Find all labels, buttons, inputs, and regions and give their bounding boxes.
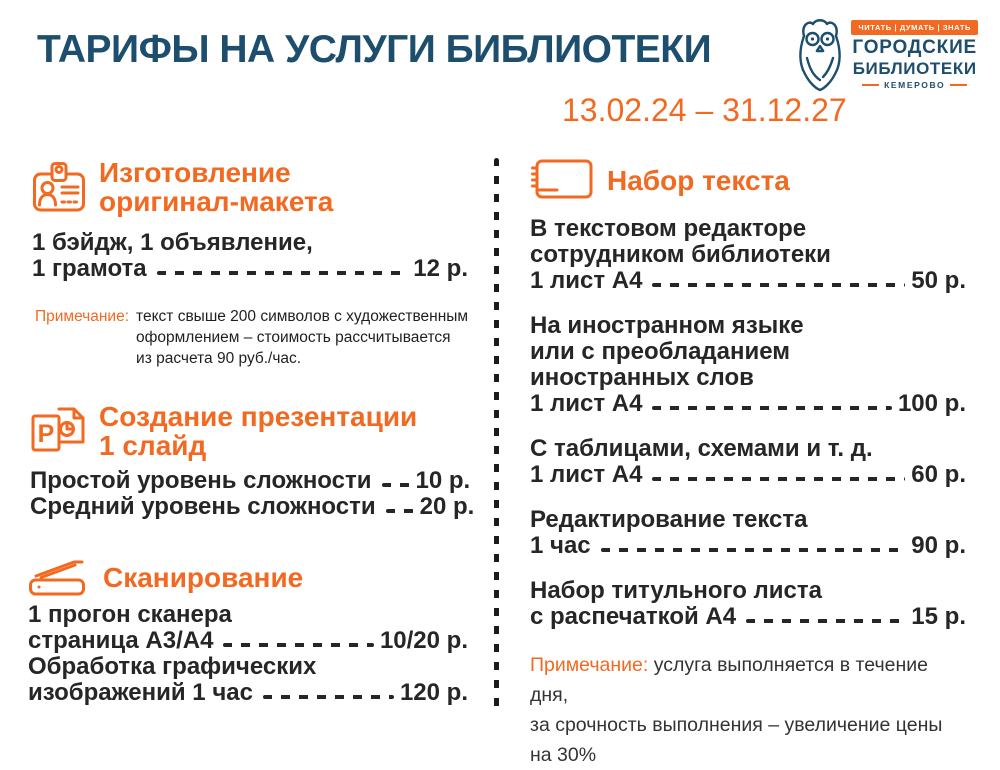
note-label: Примечание: (35, 308, 130, 325)
item-label: 1 час (530, 532, 591, 559)
section-header: P Создание презентации 1 слайд (30, 402, 468, 460)
section-title: Набор текста (607, 164, 790, 196)
logo-city: КЕМЕРОВО (862, 80, 968, 90)
price-item: Редактирование текста 1 час 90 р. (530, 507, 966, 559)
scanner-icon (28, 556, 90, 598)
item-label: 1 прогон сканера (28, 601, 232, 628)
dotted-leader (652, 406, 892, 410)
item-label: с распечаткой А4 (530, 603, 737, 630)
item-price: 90 р. (911, 532, 966, 559)
dotted-leader (223, 643, 374, 647)
page-title: ТАРИФЫ НА УСЛУГИ БИБЛИОТЕКИ (37, 28, 712, 71)
logo-city-label: КЕМЕРОВО (884, 80, 946, 90)
section-title: Изготовление оригинал-макета (99, 157, 334, 217)
section-title: Создание презентации 1 слайд (99, 401, 418, 461)
note-typing: Примечание: услуга выполняется в течение… (530, 650, 966, 770)
dotted-leader (746, 619, 906, 623)
section-header: Сканирование (28, 556, 468, 598)
item-price: 15 р. (911, 603, 966, 630)
dotted-leader (381, 483, 410, 487)
dotted-leader (600, 548, 906, 552)
note-label: Примечание: (530, 654, 649, 676)
section-layout-making: Изготовление оригинал-макета 1 бэйдж, 1 … (32, 158, 468, 282)
item-label: страница А3/А4 (28, 627, 214, 654)
item-label: 1 бэйдж, 1 объявление, (32, 229, 313, 256)
item-price: 100 р. (897, 390, 966, 417)
item-label: Простой уровень сложности (30, 467, 372, 494)
section-scanning: Сканирование 1 прогон сканера страница А… (28, 556, 468, 706)
logo-dash-right (950, 84, 968, 86)
price-item: В текстовом редакторе сотрудником библио… (530, 216, 966, 294)
item-price: 50 р. (911, 267, 966, 294)
note-text: услуга выполняется в течение дня, (530, 654, 928, 706)
section-title: Сканирование (103, 561, 304, 593)
note-text: текст свыше 200 символов с художественны… (136, 308, 469, 367)
item-label: Средний уровень сложности (30, 493, 376, 520)
item-label: В текстовом редакторе (530, 215, 807, 242)
item-label: иностранных слов (530, 364, 754, 391)
note-text: за срочность выполнения – увеличение цен… (530, 714, 943, 766)
section-header: Изготовление оригинал-макета (32, 158, 468, 216)
item-price: 60 р. (911, 461, 966, 488)
price-item: Обработка графических изображений 1 час … (28, 654, 468, 706)
dotted-leader (652, 283, 906, 287)
item-label: Обработка графических (28, 653, 317, 680)
price-item: С таблицами, схемами и т. д. 1 лист А4 6… (530, 436, 966, 488)
price-item: Набор титульного листа с распечаткой А4 … (530, 578, 966, 630)
section-header: Набор текста (530, 158, 966, 202)
dotted-leader (385, 509, 414, 513)
price-item: 1 прогон сканера страница А3/А4 10/20 р. (28, 602, 468, 654)
presentation-icon: P (30, 404, 86, 458)
item-price: 20 р. (419, 493, 475, 520)
price-item: На иностранном языке или с преобладанием… (530, 313, 966, 417)
library-logo: ЧИТАТЬ | ДУМАТЬ | ЗНАТЬ ГОРОДСКИЕ БИБЛИО… (796, 16, 978, 94)
item-label: Редактирование текста (530, 506, 808, 533)
logo-dash-left (862, 84, 880, 86)
item-label: 1 лист А4 (530, 461, 643, 488)
item-label: С таблицами, схемами и т. д. (530, 435, 873, 462)
validity-date-range: 13.02.24 – 31.12.27 (562, 92, 847, 128)
column-divider (494, 158, 499, 711)
item-label: изображений 1 час (28, 679, 253, 706)
id-badge-icon (32, 161, 86, 213)
logo-tagline: ЧИТАТЬ | ДУМАТЬ | ЗНАТЬ (851, 20, 978, 35)
item-label: 1 лист А4 (530, 390, 643, 417)
item-label: 1 грамота (32, 255, 147, 282)
svg-text:P: P (38, 420, 55, 448)
logo-name-line2: БИБЛИОТЕКИ (852, 59, 977, 78)
dotted-leader (652, 477, 906, 481)
owl-logo-icon (796, 16, 844, 94)
notepad-icon (530, 158, 594, 202)
dotted-leader (156, 271, 408, 275)
item-price: 10/20 р. (379, 627, 468, 654)
item-price: 12 р. (413, 255, 468, 282)
price-item: Простой уровень сложности 10 р. Средний … (30, 467, 474, 520)
logo-name-line1: ГОРОДСКИЕ (852, 37, 978, 58)
item-label: Набор титульного листа (530, 577, 822, 604)
note-making: Примечание: текст свыше 200 символов с х… (35, 306, 480, 369)
item-price: 10 р. (415, 467, 471, 494)
price-item: 1 бэйдж, 1 объявление, 1 грамота 12 р. (32, 230, 468, 282)
item-label: 1 лист А4 (530, 267, 643, 294)
dotted-leader (262, 695, 394, 699)
item-price: 120 р. (399, 679, 468, 706)
item-label: На иностранном языке (530, 312, 804, 339)
section-presentation: P Создание презентации 1 слайд Простой у… (30, 402, 474, 520)
item-label: или с преобладанием (530, 338, 791, 365)
item-label: сотрудником библиотеки (530, 241, 831, 268)
section-typing: Набор текста В текстовом редакторе сотру… (530, 158, 966, 770)
